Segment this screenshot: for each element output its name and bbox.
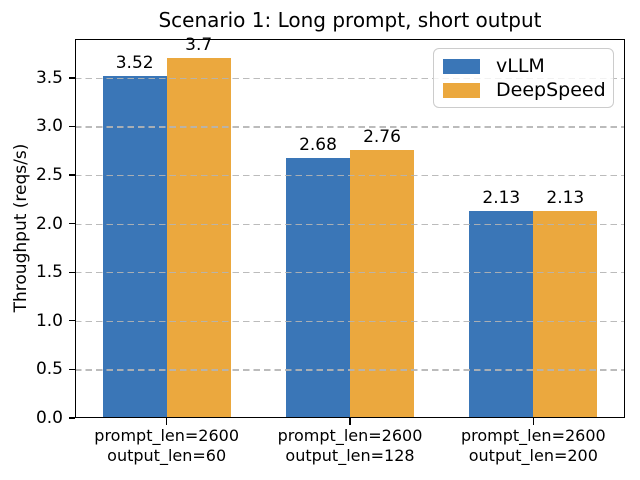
x-tick-mark xyxy=(166,418,168,425)
bar-vllm-group3 xyxy=(469,211,534,418)
y-tick-mark xyxy=(68,271,75,273)
legend-swatch-deepspeed xyxy=(443,82,480,98)
legend-label-vllm: vLLM xyxy=(496,55,545,77)
legend-item-deepspeed: DeepSpeed xyxy=(443,78,606,102)
gridline-y-3.5 xyxy=(75,77,625,80)
bar-value-label: 2.68 xyxy=(299,134,337,155)
x-tick-label-group3: prompt_len=2600 output_len=200 xyxy=(460,426,606,465)
gridline-y-2.5 xyxy=(75,175,625,177)
gridline-y-0.5 xyxy=(75,369,625,371)
bar-deepspeed-group2 xyxy=(350,149,414,418)
legend-swatch-vllm xyxy=(443,58,480,74)
bar-vllm-group2 xyxy=(286,157,350,418)
gridline-y-2 xyxy=(75,223,625,225)
y-tick-label: 3.0 xyxy=(35,116,63,137)
bar-value-label: 2.13 xyxy=(482,188,521,209)
y-tick-label: 2.0 xyxy=(35,213,63,234)
x-tick-mark xyxy=(349,418,351,425)
bar-value-label: 2.76 xyxy=(363,126,401,147)
y-tick-mark xyxy=(68,417,75,419)
y-tick-mark xyxy=(68,77,75,79)
bar-vllm-group1 xyxy=(102,75,167,418)
bar-value-label: 2.13 xyxy=(546,188,585,209)
y-tick-mark xyxy=(68,174,75,176)
y-tick-label: 2.5 xyxy=(35,165,63,186)
y-tick-label: 0.5 xyxy=(35,359,63,380)
plot-area: 3.52 2.68 2.13 3.7 2.76 2.13 xyxy=(75,35,625,418)
legend-item-vllm: vLLM xyxy=(443,54,604,78)
bar-deepspeed-group3 xyxy=(533,211,598,418)
bar-deepspeed-group1 xyxy=(166,58,231,418)
x-tick-mark xyxy=(532,418,534,425)
y-tick-mark xyxy=(68,222,75,225)
x-tick-label-group2: prompt_len=2600 output_len=128 xyxy=(277,426,423,465)
y-tick-mark xyxy=(68,368,75,371)
bar-value-label: 3.7 xyxy=(185,35,213,56)
gridline-y-1.5 xyxy=(75,272,625,274)
y-tick-label: 0.0 xyxy=(35,408,63,428)
y-tick-label: 1.0 xyxy=(35,310,63,331)
gridline-y-1 xyxy=(75,320,625,322)
y-tick-mark xyxy=(68,125,75,128)
legend: vLLM DeepSpeed xyxy=(433,48,614,108)
x-tick-label-group1: prompt_len=2600 output_len=60 xyxy=(94,426,240,465)
y-tick-label: 3.5 xyxy=(35,67,63,88)
legend-label-deepspeed: DeepSpeed xyxy=(496,79,606,101)
y-tick-label: 1.5 xyxy=(35,262,63,283)
chart-title: Scenario 1: Long prompt, short output xyxy=(158,8,542,32)
y-tick-mark xyxy=(68,320,75,322)
bar-value-label: 3.52 xyxy=(115,52,154,73)
gridline-y-3 xyxy=(75,126,625,128)
